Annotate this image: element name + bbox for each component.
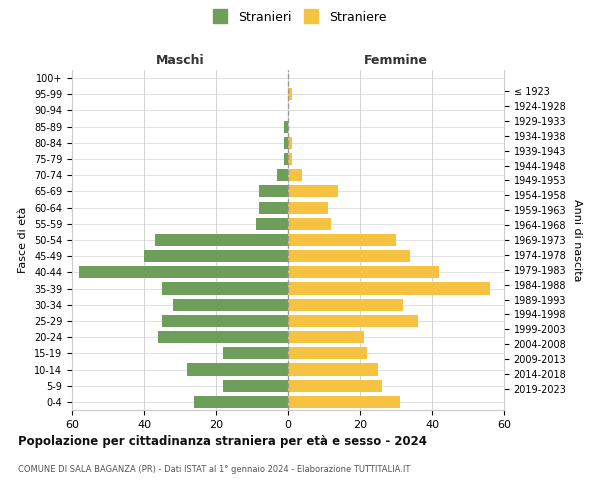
Bar — [223, 380, 288, 392]
Bar — [288, 396, 400, 408]
Bar — [288, 186, 338, 198]
Legend: Stranieri, Straniere: Stranieri, Straniere — [213, 11, 387, 24]
Bar — [288, 153, 292, 165]
Bar — [288, 169, 302, 181]
Bar — [288, 234, 396, 246]
Bar — [288, 364, 378, 376]
Bar — [158, 331, 288, 343]
Bar — [288, 298, 403, 311]
Text: COMUNE DI SALA BAGANZA (PR) - Dati ISTAT al 1° gennaio 2024 - Elaborazione TUTTI: COMUNE DI SALA BAGANZA (PR) - Dati ISTAT… — [18, 465, 410, 474]
Bar — [223, 348, 288, 360]
Bar — [256, 218, 288, 230]
Bar — [144, 250, 288, 262]
Bar — [155, 234, 288, 246]
Text: Popolazione per cittadinanza straniera per età e sesso - 2024: Popolazione per cittadinanza straniera p… — [18, 435, 427, 448]
Bar — [173, 298, 288, 311]
Text: Maschi: Maschi — [155, 54, 205, 67]
Bar — [288, 282, 490, 294]
Y-axis label: Anni di nascita: Anni di nascita — [572, 198, 582, 281]
Bar — [288, 250, 410, 262]
Bar — [288, 88, 292, 101]
Bar — [288, 331, 364, 343]
Text: Femmine: Femmine — [364, 54, 428, 67]
Bar — [79, 266, 288, 278]
Bar — [288, 218, 331, 230]
Bar — [288, 348, 367, 360]
Bar — [277, 169, 288, 181]
Bar — [162, 315, 288, 327]
Bar — [288, 137, 292, 149]
Bar — [284, 120, 288, 132]
Bar — [288, 266, 439, 278]
Y-axis label: Fasce di età: Fasce di età — [19, 207, 28, 273]
Bar — [259, 202, 288, 213]
Bar — [288, 315, 418, 327]
Bar — [194, 396, 288, 408]
Bar — [259, 186, 288, 198]
Bar — [187, 364, 288, 376]
Bar — [288, 202, 328, 213]
Bar — [284, 153, 288, 165]
Bar — [284, 137, 288, 149]
Bar — [288, 380, 382, 392]
Bar — [162, 282, 288, 294]
